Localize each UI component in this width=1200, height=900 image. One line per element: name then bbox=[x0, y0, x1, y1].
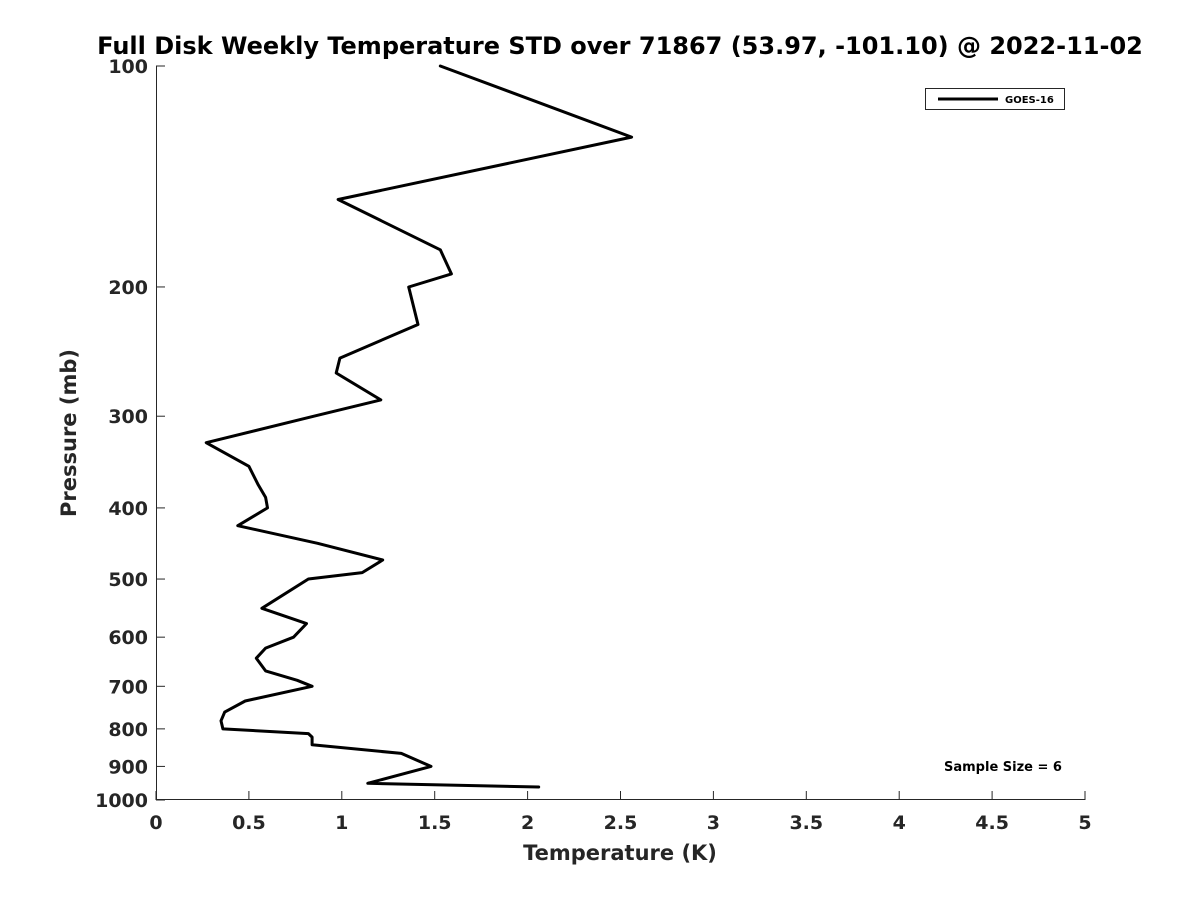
y-tick-label: 500 bbox=[108, 569, 148, 591]
sample-size-annotation: Sample Size = 6 bbox=[944, 760, 1062, 775]
x-tick-label: 2.5 bbox=[604, 812, 638, 834]
x-tick-label: 4 bbox=[893, 812, 906, 834]
series-layer bbox=[204, 64, 634, 789]
x-axis-label: Temperature (K) bbox=[523, 841, 717, 865]
x-tick-label: 5 bbox=[1078, 812, 1091, 834]
x-tick-label: 3 bbox=[707, 812, 720, 834]
y-tick-label: 400 bbox=[108, 498, 148, 520]
x-tick-label: 1 bbox=[335, 812, 348, 834]
x-tick-label: 3.5 bbox=[789, 812, 823, 834]
y-tick-label: 800 bbox=[108, 719, 148, 741]
legend-label-goes-16: GOES-16 bbox=[1005, 95, 1054, 106]
plot-area: 0 0.5 1 1.5 2 2.5 3 3.5 4 4.5 5 100 200 300 400 500 600… bbox=[95, 56, 1092, 834]
x-tick-label: 2 bbox=[521, 812, 534, 834]
x-tick-label: 0 bbox=[149, 812, 162, 834]
y-axis-label: Pressure (mb) bbox=[57, 349, 81, 517]
chart-title: Full Disk Weekly Temperature STD over 71… bbox=[97, 32, 1143, 60]
y-tick-label: 1000 bbox=[95, 790, 148, 812]
y-tick-label: 600 bbox=[108, 627, 148, 649]
y-tick-label: 200 bbox=[108, 277, 148, 299]
y-tick-label: 900 bbox=[108, 756, 148, 778]
y-axis-ticks: 100 200 300 400 500 600 700 800 900 1000 bbox=[95, 56, 165, 812]
x-tick-label: 4.5 bbox=[975, 812, 1009, 834]
series-line-goes-16 bbox=[204, 64, 634, 789]
x-tick-label: 0.5 bbox=[232, 812, 266, 834]
x-tick-label: 1.5 bbox=[418, 812, 452, 834]
legend: GOES-16 bbox=[925, 88, 1065, 110]
x-axis-ticks: 0 0.5 1 1.5 2 2.5 3 3.5 4 4.5 5 bbox=[149, 791, 1092, 834]
y-tick-label: 100 bbox=[108, 56, 148, 78]
y-tick-label: 700 bbox=[108, 676, 148, 698]
y-tick-label: 300 bbox=[108, 406, 148, 428]
